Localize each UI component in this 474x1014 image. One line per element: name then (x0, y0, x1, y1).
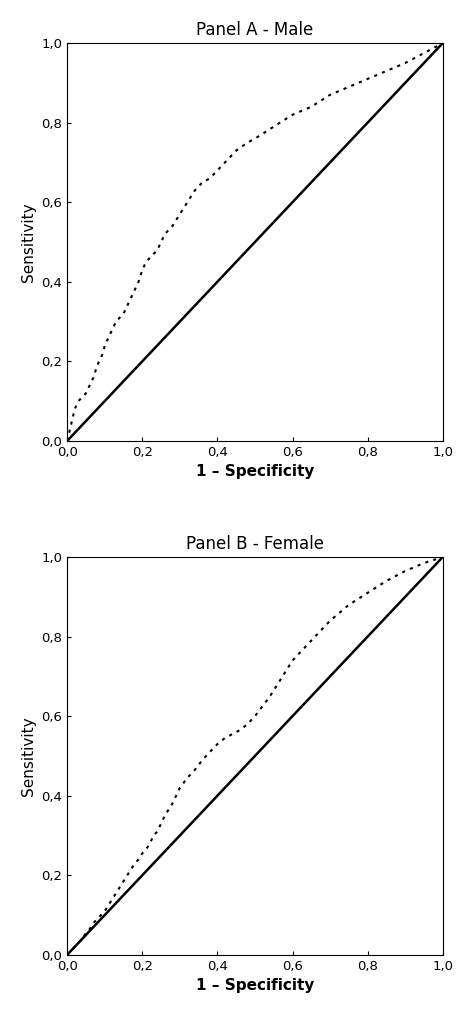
Y-axis label: Sensitivity: Sensitivity (21, 716, 36, 796)
X-axis label: 1 – Specificity: 1 – Specificity (196, 464, 314, 480)
Title: Panel B - Female: Panel B - Female (186, 534, 324, 553)
X-axis label: 1 – Specificity: 1 – Specificity (196, 979, 314, 993)
Y-axis label: Sensitivity: Sensitivity (21, 202, 36, 282)
Title: Panel A - Male: Panel A - Male (196, 21, 314, 39)
